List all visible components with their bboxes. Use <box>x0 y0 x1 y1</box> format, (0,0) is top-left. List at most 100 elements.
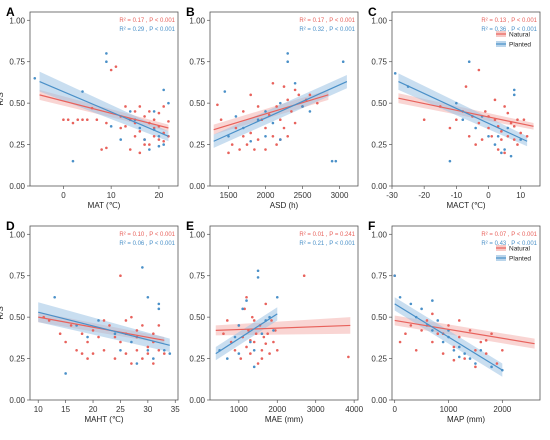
planted-stat-annotation: R² = 0.32 , P < 0.001 <box>299 27 355 33</box>
natural-point <box>152 362 155 365</box>
natural-point <box>455 118 458 122</box>
planted-point <box>455 101 458 105</box>
natural-point <box>414 348 418 352</box>
planted-point <box>233 335 237 339</box>
natural-point <box>271 134 275 138</box>
legend: Natural Planted <box>496 245 531 262</box>
natural-point <box>138 151 142 155</box>
planted-legend-label: Planted <box>509 255 531 262</box>
natural-point <box>242 134 245 138</box>
natural-legend-label: Natural <box>509 31 531 38</box>
x-tick-label: 2000 <box>257 191 275 200</box>
planted-point <box>463 352 466 355</box>
plot-area <box>393 274 535 377</box>
y-tick-label: 0.75 <box>189 272 205 281</box>
natural-point <box>264 302 268 306</box>
planted-point <box>474 126 477 130</box>
planted-point <box>227 134 230 138</box>
plot-area <box>213 52 348 163</box>
planted-point <box>33 76 37 80</box>
x-tick-label: 0 <box>486 191 491 200</box>
natural-point <box>467 134 471 138</box>
natural-point <box>167 120 170 123</box>
natural-point <box>148 143 151 146</box>
y-tick-label: 0.75 <box>371 58 387 67</box>
plot-area <box>393 60 534 163</box>
natural-point <box>253 148 256 151</box>
planted-stat-annotation: R² = 0.06 , P < 0.001 <box>119 241 175 247</box>
natural-point <box>264 126 267 130</box>
y-tick-label: 0.00 <box>189 182 205 191</box>
natural-point <box>297 93 301 97</box>
plot-frame <box>209 225 359 401</box>
y-tick-label: 0.50 <box>9 99 25 108</box>
natural-point <box>484 339 488 342</box>
natural-legend-label: Natural <box>509 245 531 252</box>
planted-stat-annotation: R² = 0.43 , P < 0.001 <box>481 241 537 247</box>
natural-stat-annotation: R² = 0.07 , P < 0.001 <box>481 232 537 238</box>
natural-point <box>225 319 229 322</box>
natural-point <box>105 146 108 150</box>
y-tick-label: 0.75 <box>9 272 25 281</box>
natural-point <box>85 118 89 122</box>
natural-point <box>119 340 122 344</box>
x-axis-title: MAP (mm) <box>447 415 485 424</box>
planted-point <box>71 159 75 163</box>
natural-point <box>302 274 306 278</box>
planted-point <box>393 274 396 278</box>
natural-point <box>105 121 108 125</box>
panel-label: D <box>6 219 15 233</box>
panel-d: D 0.00 0.25 0.50 0.75 1.00 10 15 20 25 30 35 MAHT (℃… <box>0 219 180 424</box>
planted-point <box>275 295 279 299</box>
natural-point <box>64 340 67 344</box>
planted-point <box>256 118 260 122</box>
natural-point <box>254 332 258 336</box>
natural-point <box>293 88 297 92</box>
natural-point <box>474 365 477 369</box>
planted-point <box>146 348 150 352</box>
natural-point <box>286 134 290 138</box>
y-tick-label: 1.00 <box>371 16 387 25</box>
natural-point <box>58 332 62 336</box>
natural-point <box>113 357 117 360</box>
planted-point <box>506 126 510 130</box>
planted-stat-annotation: R² = 0.36 , P < 0.001 <box>481 27 537 33</box>
y-tick-label: 0.75 <box>189 58 205 67</box>
planted-point <box>256 276 260 279</box>
natural-point <box>506 111 510 115</box>
x-tick-label: 30 <box>143 405 152 414</box>
natural-point <box>102 319 106 322</box>
y-axis-title: R/S <box>0 92 5 105</box>
y-tick-label: 0.25 <box>189 141 205 150</box>
planted-point <box>225 357 229 360</box>
natural-point <box>146 352 150 355</box>
planted-point <box>162 88 165 92</box>
planted-point <box>146 295 150 299</box>
planted-point <box>162 348 166 352</box>
planted-stat-annotation: R² = 0.21 , P < 0.001 <box>299 241 355 247</box>
x-tick-label: 0 <box>61 191 66 200</box>
planted-confidence-band <box>39 71 169 142</box>
planted-point <box>293 81 297 85</box>
natural-point <box>275 348 279 352</box>
plot-area <box>33 52 170 163</box>
panel-label: A <box>6 5 15 19</box>
planted-point <box>86 335 89 339</box>
planted-point <box>167 101 170 105</box>
natural-point <box>245 295 248 299</box>
natural-point <box>109 68 113 72</box>
planted-point <box>493 143 497 146</box>
natural-point <box>447 324 450 327</box>
planted-point <box>105 52 108 55</box>
natural-point <box>431 312 434 316</box>
natural-point <box>133 110 137 113</box>
natural-point <box>135 329 139 332</box>
planted-point <box>279 101 282 105</box>
natural-stat-annotation: R² = 0.10 , P < 0.001 <box>119 232 175 238</box>
natural-point <box>128 148 132 151</box>
planted-point <box>162 143 165 146</box>
planted-point <box>152 357 155 360</box>
x-axis-title: MAHT (℃) <box>84 415 123 424</box>
planted-point <box>500 151 503 155</box>
planted-point <box>409 302 413 306</box>
